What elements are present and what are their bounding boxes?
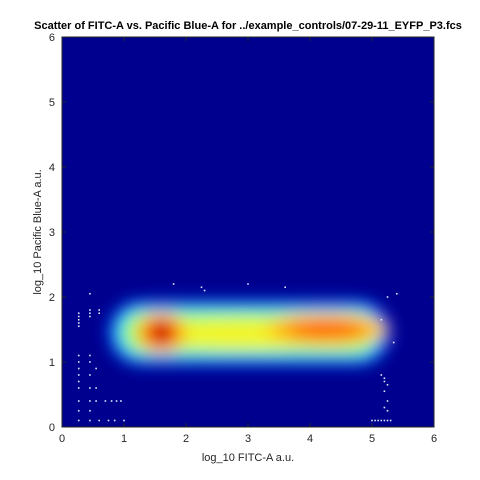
scatter-point — [377, 419, 379, 422]
scatter-point — [172, 283, 175, 285]
scatter-point — [392, 341, 395, 344]
y-tick-label: 5 — [49, 97, 55, 109]
scatter-point — [386, 383, 389, 386]
x-tick-label: 4 — [307, 433, 313, 445]
scatter-point — [104, 400, 107, 402]
scatter-point — [77, 409, 80, 412]
x-tick-label: 2 — [183, 433, 189, 445]
x-axis-label: log_10 FITC-A a.u. — [202, 452, 294, 464]
scatter-point — [89, 292, 91, 295]
x-tick-label: 3 — [245, 433, 251, 445]
scatter-point — [383, 419, 386, 422]
scatter-point — [77, 400, 80, 402]
scatter-point — [95, 387, 97, 389]
scatter-point — [383, 377, 386, 380]
scatter-point — [203, 289, 206, 292]
x-tick-label: 6 — [431, 433, 437, 445]
scatter-point — [284, 286, 286, 289]
scatter-point — [89, 374, 91, 376]
scatter-point — [77, 315, 80, 318]
scatter-point — [77, 361, 80, 363]
density-right-cluster-3 — [291, 322, 360, 337]
scatter-point — [77, 387, 80, 389]
y-axis-label: log_10 Pacific Blue-A a.u. — [32, 169, 44, 294]
scatter-point — [77, 367, 80, 370]
scatter-point — [77, 354, 80, 357]
y-tick-label: 4 — [49, 162, 55, 174]
scatter-point — [89, 387, 91, 389]
scatter-point — [386, 409, 389, 412]
x-tick-label: 1 — [121, 433, 127, 445]
scatter-point — [77, 419, 80, 422]
x-tick-label: 0 — [59, 433, 65, 445]
scatter-point — [77, 325, 80, 328]
scatter-point — [89, 361, 91, 363]
scatter-point — [396, 292, 398, 295]
scatter-point — [120, 400, 122, 402]
scatter-point — [89, 309, 91, 311]
y-tick-label: 0 — [49, 422, 55, 434]
scatter-point — [383, 390, 386, 393]
scatter-point — [98, 309, 100, 311]
scatter-point — [383, 380, 386, 383]
scatter-point — [380, 419, 383, 422]
scatter-point — [386, 419, 389, 422]
scatter-point — [386, 400, 389, 402]
scatter-point — [98, 419, 100, 422]
scatter-point — [389, 419, 392, 422]
scatter-point — [386, 296, 389, 298]
y-tick-label: 6 — [49, 32, 55, 44]
scatter-point — [383, 406, 386, 409]
y-tick-label: 2 — [49, 292, 55, 304]
scatter-point — [89, 312, 91, 315]
scatter-point — [77, 322, 80, 324]
scatter-point — [89, 315, 91, 318]
density-layer — [108, 300, 391, 366]
scatter-point — [113, 419, 116, 422]
scatter-point — [374, 419, 376, 422]
scatter-point — [380, 318, 383, 321]
scatter-point — [89, 354, 91, 357]
y-tick-label: 3 — [49, 227, 55, 239]
scatter-point — [380, 374, 383, 376]
y-axis: 0 1 2 3 4 5 6 — [49, 32, 434, 434]
scatter-point — [95, 400, 97, 402]
scatter-point — [77, 374, 80, 376]
scatter-point — [89, 409, 91, 412]
scatter-point — [371, 419, 373, 422]
y-tick-label: 1 — [49, 357, 55, 369]
scatter-point — [107, 419, 110, 422]
scatter-point — [77, 380, 80, 383]
scatter-point — [200, 286, 203, 289]
scatter-point — [98, 312, 100, 315]
chart-title: Scatter of FITC-A vs. Pacific Blue-A for… — [34, 20, 462, 32]
scatter-point — [89, 400, 91, 402]
sparse-points-layer — [77, 283, 398, 422]
scatter-point — [115, 400, 118, 402]
scatter-point — [77, 312, 80, 315]
scatter-point — [77, 318, 80, 321]
plot-background — [62, 37, 434, 427]
scatter-point — [247, 283, 249, 285]
x-tick-label: 5 — [369, 433, 375, 445]
scatter-point — [95, 367, 97, 370]
x-axis: 0 1 2 3 4 5 6 — [59, 37, 437, 445]
scatter-point — [123, 419, 125, 422]
scatter-point — [110, 400, 113, 402]
density-left-cluster-4 — [153, 325, 169, 340]
scatter-point — [89, 419, 91, 422]
